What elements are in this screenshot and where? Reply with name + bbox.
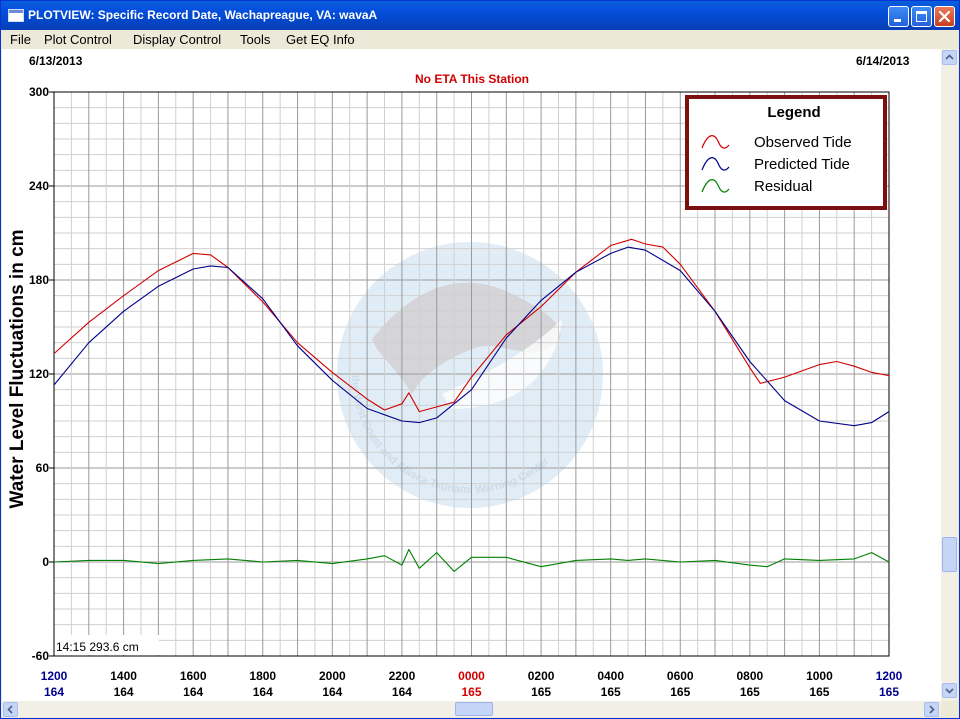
- app-icon[interactable]: [8, 9, 24, 22]
- x-day-label: 164: [183, 685, 203, 699]
- menu-get-eq-info[interactable]: Get EQ Info: [286, 32, 355, 47]
- vertical-scrollbar[interactable]: [941, 49, 958, 701]
- y-tick-label: 60: [36, 461, 50, 475]
- menu-file[interactable]: File: [10, 32, 31, 47]
- title-bar[interactable]: PLOTVIEW: Specific Record Date, Wachapre…: [1, 1, 959, 30]
- close-button[interactable]: [934, 6, 955, 27]
- menu-display-control[interactable]: Display Control: [133, 32, 222, 47]
- x-day-label: 165: [879, 685, 899, 699]
- x-tick-label: 1400: [110, 669, 137, 683]
- x-day-label: 164: [322, 685, 342, 699]
- menu-tools[interactable]: Tools: [240, 32, 271, 47]
- arrow-left-icon: [7, 705, 13, 714]
- x-day-label: 165: [809, 685, 829, 699]
- x-tick-label: 2000: [319, 669, 346, 683]
- legend-title: Legend: [767, 104, 820, 121]
- x-tick-label: 0800: [736, 669, 763, 683]
- scroll-left-button[interactable]: [3, 702, 18, 717]
- eta-message: No ETA This Station: [415, 72, 529, 86]
- x-day-label: 164: [114, 685, 134, 699]
- legend-swatch-predicted: [701, 157, 730, 171]
- y-axis-title: Water Level Fluctuations in cm: [7, 229, 28, 508]
- y-tick-label: 0: [42, 555, 49, 569]
- scroll-up-button[interactable]: [942, 50, 957, 65]
- horizontal-scroll-thumb[interactable]: [455, 702, 493, 716]
- scroll-right-button[interactable]: [924, 702, 939, 717]
- x-tick-label: 1200: [876, 669, 903, 683]
- menu-bar: File Plot Control Display Control Tools …: [1, 30, 959, 49]
- window-title: PLOTVIEW: Specific Record Date, Wachapre…: [28, 8, 378, 22]
- x-tick-label: 0600: [667, 669, 694, 683]
- y-tick-label: 240: [29, 179, 49, 193]
- x-tick-label: 0400: [597, 669, 624, 683]
- close-icon: [938, 10, 951, 23]
- y-tick-label: 120: [29, 367, 49, 381]
- arrow-down-icon: [945, 688, 954, 694]
- scroll-down-button[interactable]: [942, 683, 957, 698]
- x-tick-label: 0000: [458, 669, 485, 683]
- y-axis: 300 240 180 120 60 0 -60: [29, 85, 54, 663]
- series-layer: [53, 238, 890, 572]
- menu-plot-control[interactable]: Plot Control: [44, 32, 112, 47]
- cursor-readout: 14:15 293.6 cm: [56, 640, 139, 654]
- y-tick-label: 300: [29, 85, 49, 99]
- x-tick-label: 1000: [806, 669, 833, 683]
- x-day-label: 164: [392, 685, 412, 699]
- x-tick-label: 2200: [389, 669, 416, 683]
- legend: Legend Observed Tide Predicted Tide Resi…: [685, 95, 887, 210]
- minimize-button[interactable]: [888, 6, 909, 27]
- date-label-right: 6/14/2013: [856, 54, 910, 68]
- x-axis: 1200 164 1400 164 1600 164 1800 164 2000 164 2200 1…: [41, 669, 903, 699]
- cursor-readout-box: [55, 635, 159, 655]
- legend-box: [685, 95, 887, 210]
- date-label-left: 6/13/2013: [29, 54, 83, 68]
- x-day-label: 165: [531, 685, 551, 699]
- x-day-label: 165: [461, 685, 481, 699]
- residual-line: [53, 548, 890, 572]
- y-tick-label: 180: [29, 273, 49, 287]
- x-tick-label: 0200: [528, 669, 555, 683]
- legend-label-residual: Residual: [754, 178, 812, 195]
- legend-label-observed: Observed Tide: [754, 134, 852, 151]
- maximize-button[interactable]: [911, 6, 932, 27]
- x-day-label: 165: [740, 685, 760, 699]
- predicted-tide-line: [53, 246, 890, 427]
- tide-chart[interactable]: the West Coast and Alaska Tsunami Warnin…: [2, 49, 941, 701]
- vertical-scroll-thumb[interactable]: [942, 537, 957, 572]
- y-tick-label: -60: [32, 649, 50, 663]
- observed-tide-line: [53, 238, 890, 413]
- legend-swatch-residual: [701, 179, 730, 193]
- arrow-right-icon: [929, 705, 935, 714]
- x-day-label: 165: [601, 685, 621, 699]
- x-tick-label: 1800: [249, 669, 276, 683]
- x-tick-label: 1200: [41, 669, 68, 683]
- x-day-label: 164: [253, 685, 273, 699]
- x-day-label: 165: [670, 685, 690, 699]
- minimize-icon: [894, 19, 901, 22]
- plot-area: the West Coast and Alaska Tsunami Warnin…: [2, 49, 941, 701]
- maximize-icon: [916, 11, 927, 22]
- legend-label-predicted: Predicted Tide: [754, 156, 850, 173]
- x-tick-label: 1600: [180, 669, 207, 683]
- x-day-label: 164: [44, 685, 64, 699]
- arrow-up-icon: [945, 54, 954, 60]
- legend-swatch-observed: [701, 135, 730, 149]
- horizontal-scrollbar[interactable]: [2, 701, 941, 717]
